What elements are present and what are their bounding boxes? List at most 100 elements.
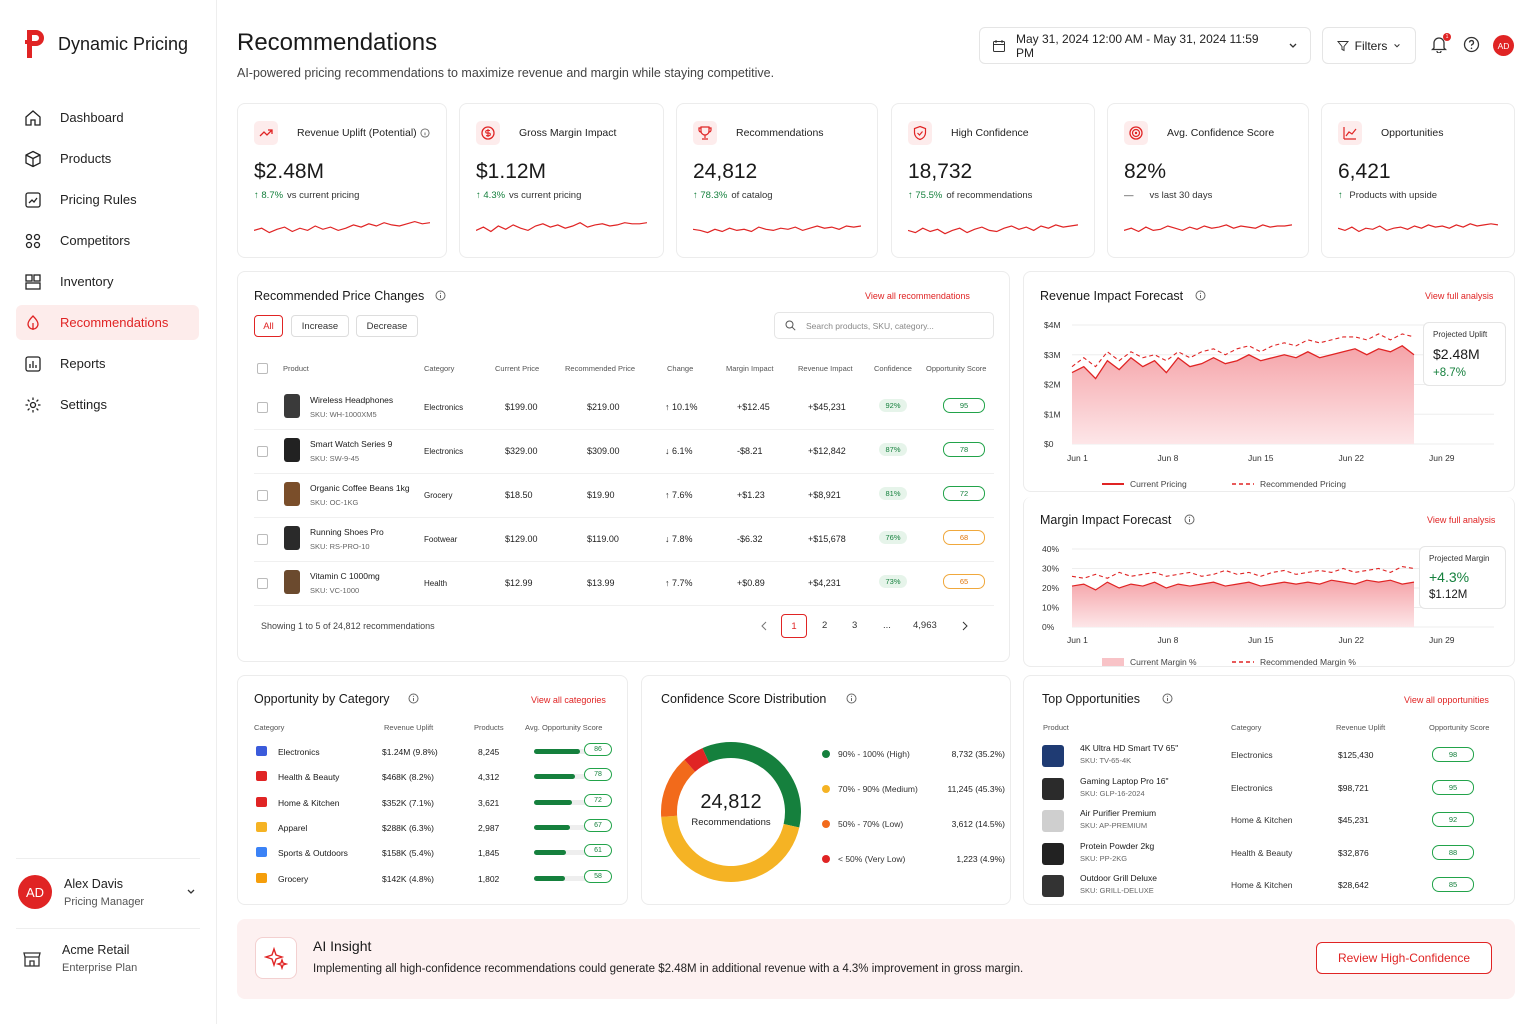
x-tick-label: Jun 15: [1248, 635, 1274, 645]
kpi-card-high-confidence[interactable]: High Confidence 18,732 ↑ 75.5% of recommend…: [891, 103, 1095, 258]
kpi-card-avg-confidence[interactable]: Avg. Confidence Score 82% — vs last 30 days: [1107, 103, 1309, 258]
product-thumbnail: [1042, 875, 1064, 897]
recommended-price-cell: $119.00: [587, 534, 619, 544]
bell-icon[interactable]: [1431, 36, 1447, 53]
view-all-categories-link[interactable]: View all categories: [531, 695, 606, 705]
nav-item-pricing-rules[interactable]: Pricing Rules: [16, 182, 199, 217]
help-icon[interactable]: [1463, 36, 1480, 53]
chevron-left-icon[interactable]: [760, 621, 768, 631]
select-all-checkbox[interactable]: [257, 363, 268, 374]
filter-all-tab[interactable]: All: [254, 315, 283, 337]
chevron-right-icon[interactable]: [961, 621, 969, 631]
filters-label: Filters: [1354, 38, 1388, 53]
nav-item-settings[interactable]: Settings: [16, 387, 199, 422]
col-product: Product: [283, 364, 309, 373]
info-icon[interactable]: [1195, 290, 1206, 301]
table-row[interactable]: Organic Coffee Beans 1kg SKU: OC-1KG Groce…: [254, 474, 994, 518]
view-all-recommendations-link[interactable]: View all recommendations: [865, 291, 970, 301]
nav-item-dashboard[interactable]: Dashboard: [16, 100, 199, 135]
y-tick-label: $2M: [1044, 380, 1061, 390]
date-range-picker[interactable]: May 31, 2024 12:00 AM - May 31, 2024 11:…: [979, 27, 1311, 64]
kpi-title: Avg. Confidence Score: [1167, 127, 1275, 139]
category-row[interactable]: Apparel $288K (6.3%) 2,987 67: [254, 817, 612, 842]
info-icon[interactable]: [1184, 514, 1195, 525]
confidence-card: Confidence Score Distribution 24,812 Rec…: [641, 675, 1011, 905]
info-icon[interactable]: [420, 128, 430, 138]
header-avatar[interactable]: AD: [1493, 35, 1514, 56]
margin-impact-cell: +$0.89: [737, 578, 765, 588]
arrow-up-icon: ↑: [1338, 190, 1346, 201]
margin-impact-cell: +$1.23: [737, 490, 765, 500]
category-row[interactable]: Grocery $142K (4.8%) 1,802 58: [254, 868, 612, 893]
nav-label: Competitors: [60, 233, 131, 248]
nav-item-inventory[interactable]: Inventory: [16, 264, 199, 299]
filter-increase-tab[interactable]: Increase: [291, 315, 349, 337]
chevron-down-icon[interactable]: [186, 887, 196, 897]
current-line: [1071, 345, 1415, 380]
nav-item-competitors[interactable]: Competitors: [16, 223, 199, 258]
review-high-confidence-button[interactable]: Review High-Confidence: [1316, 942, 1492, 974]
search-field[interactable]: Search products, SKU, category...: [774, 312, 994, 339]
uplift-cell: $28,642: [1338, 880, 1369, 890]
opportunity-row[interactable]: Gaming Laptop Pro 16" SKU: GLP-16-2024 Ele…: [1040, 775, 1510, 807]
category-row[interactable]: Sports & Outdoors $158K (5.4%) 1,845 61: [254, 842, 612, 867]
avatar: AD: [18, 875, 52, 909]
table-row[interactable]: Wireless Headphones SKU: WH-1000XM5 Electr…: [254, 386, 994, 430]
row-checkbox[interactable]: [257, 402, 268, 413]
category-cell: Grocery: [424, 491, 453, 500]
category-cell: Health & Beauty: [1231, 847, 1293, 858]
kpi-title: High Confidence: [951, 127, 1029, 139]
x-tick-label: Jun 8: [1158, 635, 1179, 645]
y-tick-label: 40%: [1042, 544, 1059, 554]
user-profile[interactable]: AD Alex Davis Pricing Manager: [16, 858, 200, 909]
row-checkbox[interactable]: [257, 446, 268, 457]
opportunity-row[interactable]: 4K Ultra HD Smart TV 65" SKU: TV-65-4K Ele…: [1040, 742, 1510, 774]
nav-item-recommendations[interactable]: Recommendations: [16, 305, 199, 340]
margin-full-analysis-link[interactable]: View full analysis: [1427, 515, 1496, 525]
revenue-full-analysis-link[interactable]: View full analysis: [1425, 291, 1494, 301]
page-last-button[interactable]: 4,963: [913, 620, 937, 631]
category-row[interactable]: Electronics $1.24M (9.8%) 8,245 86: [254, 741, 612, 766]
kpi-card-recommendations[interactable]: Recommendations 24,812 ↑ 78.3% of catalog: [676, 103, 878, 258]
row-checkbox[interactable]: [257, 534, 268, 545]
info-icon[interactable]: [846, 693, 857, 704]
opportunity-row[interactable]: Outdoor Grill Deluxe SKU: GRILL-DELUXE Hom…: [1040, 872, 1510, 904]
row-checkbox[interactable]: [257, 578, 268, 589]
category-icon: [256, 796, 267, 807]
margin-impact-cell: -$6.32: [737, 534, 763, 544]
product-name: Organic Coffee Beans 1kg: [310, 483, 410, 493]
brand[interactable]: Dynamic Pricing: [24, 26, 188, 62]
filters-button[interactable]: Filters: [1322, 27, 1416, 64]
table-row[interactable]: Smart Watch Series 9 SKU: SW-9-45 Electron…: [254, 430, 994, 474]
row-checkbox[interactable]: [257, 490, 268, 501]
nav-label: Settings: [60, 397, 107, 412]
kpi-card-opportunities[interactable]: Opportunities 6,421 ↑ Products with upside: [1321, 103, 1515, 258]
uplift-cell: $32,876: [1338, 847, 1369, 858]
info-icon[interactable]: [408, 693, 419, 704]
filter-decrease-tab[interactable]: Decrease: [356, 315, 418, 337]
opportunity-row[interactable]: Protein Powder 2kg SKU: PP-2KG Health & Be…: [1040, 840, 1510, 872]
product-sku: SKU: VC-1000: [310, 586, 360, 595]
revenue-impact-cell: +$8,921: [808, 490, 841, 500]
info-icon[interactable]: [1162, 693, 1173, 704]
category-row[interactable]: Home & Kitchen $352K (7.1%) 3,621 72: [254, 792, 612, 817]
product-sku: SKU: GRILL-DELUXE: [1080, 886, 1154, 895]
notification-badge: 1: [1443, 33, 1451, 41]
opportunity-row[interactable]: Air Purifier Premium SKU: AP-PREMIUM Home …: [1040, 807, 1510, 839]
kpi-card-gross-margin[interactable]: Gross Margin Impact $1.12M ↑ 4.3% vs curren…: [459, 103, 664, 258]
nav-item-products[interactable]: Products: [16, 141, 199, 176]
bucket-value: 1,223 (4.9%): [956, 854, 1005, 864]
view-all-opportunities-link[interactable]: View all opportunities: [1404, 695, 1489, 705]
info-icon[interactable]: [435, 290, 446, 301]
table-row[interactable]: Vitamin C 1000mg SKU: VC-1000 Health $12.99…: [254, 562, 994, 606]
opportunity-score-badge: 72: [943, 486, 985, 501]
page-1-button[interactable]: 1: [781, 614, 807, 638]
kpi-card-revenue-uplift[interactable]: Revenue Uplift (Potential) $2.48M ↑ 8.7% vs…: [237, 103, 447, 258]
table-row[interactable]: Running Shoes Pro SKU: RS-PRO-10 Footwear $…: [254, 518, 994, 562]
page-2-button[interactable]: 2: [822, 620, 828, 631]
nav-item-reports[interactable]: Reports: [16, 346, 199, 381]
org-switcher[interactable]: Acme Retail Enterprise Plan: [16, 928, 200, 974]
product-sku: SKU: OC-1KG: [310, 498, 359, 507]
category-row[interactable]: Health & Beauty $468K (8.2%) 4,312 78: [254, 766, 612, 791]
page-3-button[interactable]: 3: [852, 620, 858, 631]
